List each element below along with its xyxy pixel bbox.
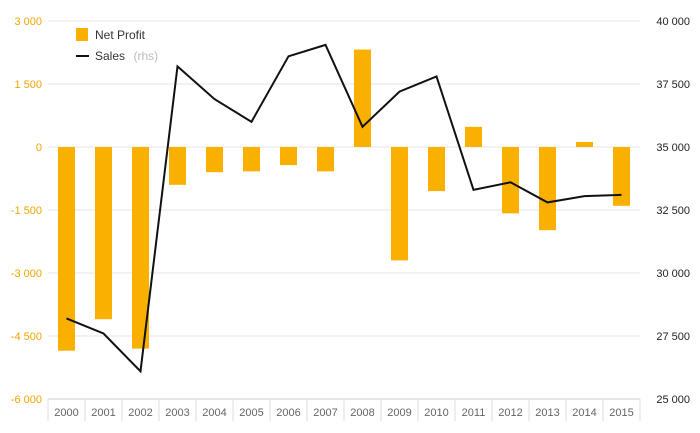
x-tick-label-2013: 2013 [535, 407, 559, 419]
right-tick-label-0: 40 000 [656, 16, 690, 28]
x-tick-label-2001: 2001 [91, 407, 115, 419]
left-tick-label-4: -3 000 [11, 268, 42, 280]
bar-2009 [391, 147, 408, 261]
bar-series [58, 49, 630, 351]
bar-2008 [354, 49, 371, 148]
bar-2010 [428, 147, 445, 192]
x-tick-label-2012: 2012 [498, 407, 522, 419]
bar-2012 [502, 147, 519, 214]
right-tick-label-6: 25 000 [656, 394, 690, 406]
left-tick-label-6: -6 000 [11, 394, 42, 406]
x-axis: 2000 2001 2002 2003 2004 2005 2006 2007 2008 2009… [54, 407, 633, 419]
legend-label-sales-suffix: (rhs) [133, 49, 158, 63]
x-tick-label-2010: 2010 [424, 407, 448, 419]
bar-2013 [539, 147, 556, 231]
bar-2005 [243, 147, 260, 172]
bar-2000 [58, 147, 75, 351]
sales-line [66, 43, 622, 374]
legend-swatch-net-profit [76, 28, 88, 41]
bar-2011 [465, 126, 482, 147]
left-tick-label-0: 3 000 [14, 16, 42, 28]
x-tick-label-2008: 2008 [350, 407, 374, 419]
x-tick-label-2011: 2011 [462, 407, 486, 419]
x-tick-label-2000: 2000 [54, 407, 78, 419]
left-tick-label-5: -4 500 [11, 331, 42, 343]
right-tick-label-4: 30 000 [656, 268, 690, 280]
bar-2015 [613, 147, 630, 206]
bar-2004 [206, 147, 223, 173]
legend: Net Profit Sales (rhs) [76, 28, 158, 64]
bar-2007 [317, 147, 334, 172]
bar-2014 [576, 141, 593, 147]
bar-2001 [95, 147, 112, 320]
left-tick-label-3: -1 500 [11, 205, 42, 217]
right-axis: 40 000 37 500 35 000 32 500 30 000 27 500 25 0… [656, 16, 690, 406]
bar-2003 [169, 147, 186, 185]
right-tick-label-5: 27 500 [656, 331, 690, 343]
left-tick-label-2: 0 [36, 142, 42, 154]
bar-2006 [280, 147, 297, 166]
x-tick-label-2002: 2002 [128, 407, 152, 419]
x-tick-label-2014: 2014 [572, 407, 596, 419]
x-tick-label-2003: 2003 [165, 407, 189, 419]
line-series [66, 43, 622, 374]
legend-label-net-profit: Net Profit [95, 28, 146, 42]
right-tick-label-2: 35 000 [656, 142, 690, 154]
right-tick-label-1: 37 500 [656, 79, 690, 91]
x-tick-label-2015: 2015 [609, 407, 633, 419]
bar-2002 [132, 147, 149, 349]
x-tick-label-2007: 2007 [313, 407, 337, 419]
x-tick-label-2006: 2006 [276, 407, 300, 419]
x-tick-label-2005: 2005 [239, 407, 263, 419]
left-axis: 3 000 1 500 0 -1 500 -3 000 -4 500 -6 000 [11, 16, 42, 406]
left-tick-label-1: 1 500 [14, 79, 42, 91]
x-tick-label-2009: 2009 [387, 407, 411, 419]
x-tick-label-2004: 2004 [202, 407, 226, 419]
right-tick-label-3: 32 500 [656, 205, 690, 217]
legend-label-sales: Sales (rhs) [95, 47, 158, 64]
legend-label-sales-name: Sales [95, 49, 125, 63]
